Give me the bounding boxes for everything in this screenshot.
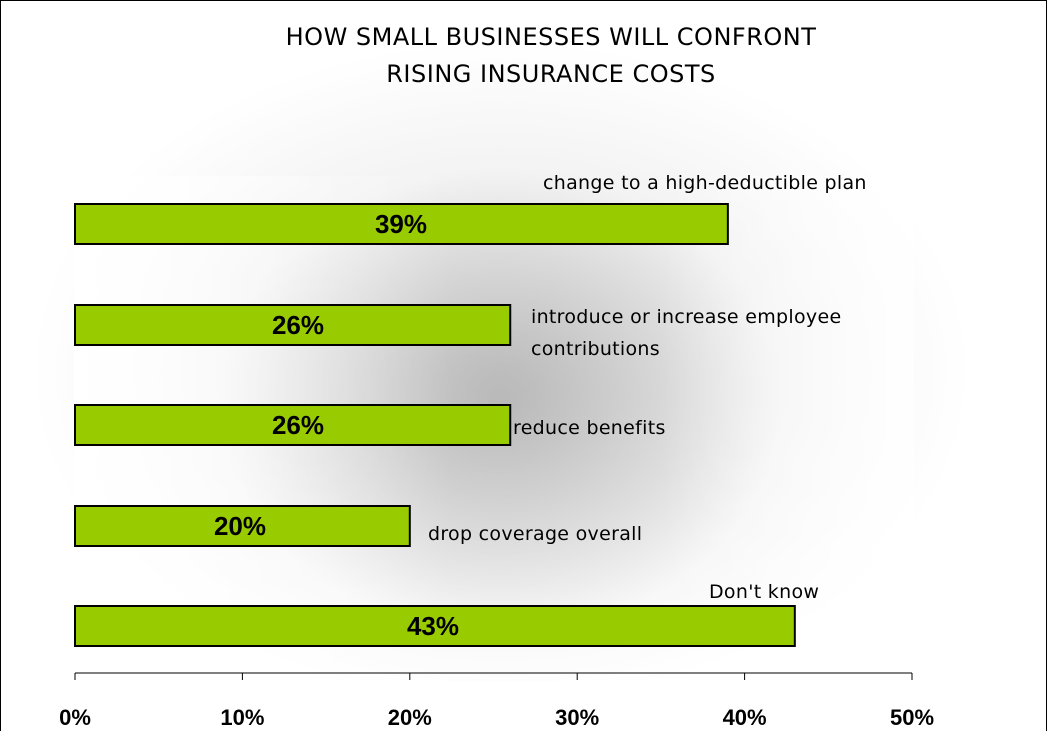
category-label-2-line-2: contributions [531, 338, 660, 360]
x-tick-label-30: 30% [555, 705, 599, 730]
bar-value-label-3: 26% [272, 410, 324, 440]
chart-title-line-1: HOW SMALL BUSINESSES WILL CONFRONT [285, 23, 817, 51]
bar-1 [74, 203, 729, 245]
category-label-2-line-1: introduce or increase employee [531, 306, 841, 328]
chart-title-line-2: RISING INSURANCE COSTS [386, 60, 716, 88]
category-label-3: reduce benefits [513, 417, 666, 439]
bar-3 [74, 404, 512, 446]
bar-2 [74, 304, 512, 346]
category-label-4: drop coverage overall [428, 523, 642, 545]
bar-value-label-2: 26% [272, 310, 324, 340]
category-label-5: Don't know [709, 581, 819, 603]
bar-value-label-4: 20% [214, 511, 266, 541]
x-tick-label-50: 50% [890, 705, 934, 730]
chart-title: HOW SMALL BUSINESSES WILL CONFRONT RISIN… [151, 19, 951, 93]
x-tick-label-40: 40% [723, 705, 767, 730]
x-tick-label-20: 20% [388, 705, 432, 730]
bar-5 [74, 605, 796, 647]
bar-value-label-5: 43% [407, 611, 459, 641]
x-tick-label-0: 0% [59, 705, 91, 730]
category-label-1: change to a high-deductible plan [543, 172, 867, 194]
x-tick-label-10: 10% [220, 705, 264, 730]
bar-4 [74, 505, 411, 547]
bar-value-label-1: 39% [375, 209, 427, 239]
